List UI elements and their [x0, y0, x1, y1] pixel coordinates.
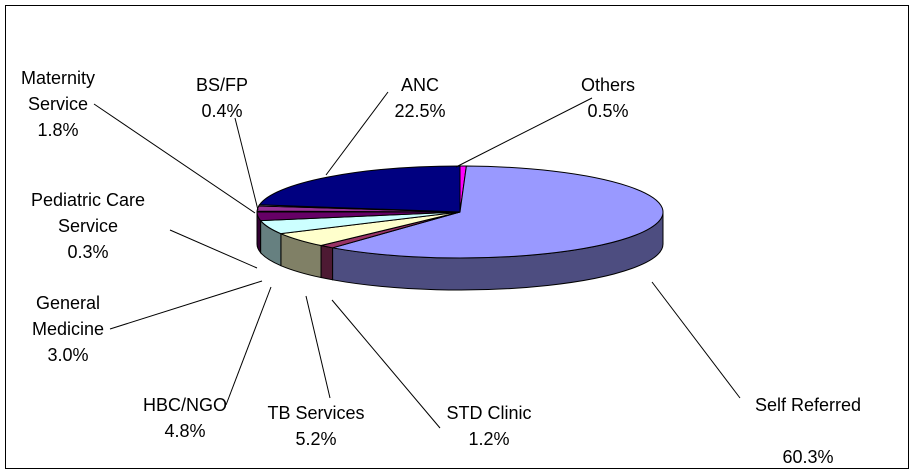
leader-line — [651, 281, 741, 399]
slice-value-label: 0.3% — [67, 242, 109, 262]
slice-label: STD Clinic — [446, 403, 532, 423]
slice-label: General Medicine — [31, 293, 105, 339]
slice — [332, 165, 664, 259]
slice-value-label: 22.5% — [394, 101, 446, 121]
slice-value-label: 1.2% — [468, 429, 510, 449]
leader-line — [109, 280, 263, 330]
slice-label: BS/FP — [195, 75, 248, 95]
slice — [258, 165, 461, 213]
slice-side — [320, 244, 334, 281]
slice-value-label: 0.4% — [201, 101, 243, 121]
leader-line — [234, 117, 259, 211]
slice-value-label: 0.5% — [587, 101, 629, 121]
slice-label: Others — [580, 75, 636, 95]
leader-line — [93, 103, 256, 214]
slice-value-label: 60.3% — [782, 447, 834, 467]
leader-line — [305, 295, 331, 399]
leader-line — [169, 229, 258, 269]
leader-line — [331, 299, 441, 429]
slice-value-label: 3.0% — [47, 345, 89, 365]
slice-value-label: 5.2% — [295, 429, 337, 449]
slice-value-label: 1.8% — [37, 120, 79, 140]
slice-label: ANC — [400, 75, 439, 95]
slice-label: TB Services — [267, 403, 365, 423]
leader-line — [325, 91, 389, 176]
leader-line — [455, 97, 593, 168]
leader-line — [225, 286, 272, 406]
slice-label: HBC/NGO — [142, 395, 227, 415]
slice-label: Maternity Service — [20, 68, 96, 114]
slice-label: Self Referred — [754, 395, 862, 415]
slice-value-label: 4.8% — [164, 421, 206, 441]
slice-label: Pediatric Care Service — [30, 190, 146, 236]
